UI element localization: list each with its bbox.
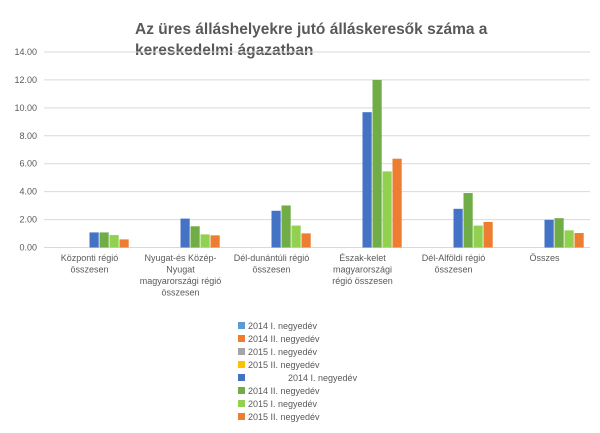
bar: [554, 218, 564, 248]
y-tick-label: 10.00: [14, 103, 37, 113]
bar: [392, 158, 402, 248]
legend-item: 2014 I. negyedév: [238, 319, 357, 332]
legend-swatch: [238, 400, 245, 407]
x-category-label: összesen: [70, 265, 108, 275]
y-tick-label: 14.00: [14, 47, 37, 57]
legend-label: 2014 I. negyedév: [248, 320, 318, 331]
legend-item: 2015 II. negyedév: [238, 358, 357, 371]
bar: [180, 218, 190, 248]
y-tick-label: 4.00: [19, 187, 37, 197]
legend-item: 2015 I. negyedév: [238, 397, 357, 410]
y-tick-label: 0.00: [19, 243, 37, 253]
legend-swatch: [238, 387, 245, 394]
legend-swatch: [238, 335, 245, 342]
legend-item: 2014 II. negyedév: [238, 384, 357, 397]
x-category-label: Központi régió: [61, 253, 119, 263]
x-category-label: Dél-Alföldi régió: [422, 253, 486, 263]
bar: [372, 79, 382, 248]
legend-label: 2015 I. negyedév: [248, 398, 318, 409]
legend-swatch: [238, 348, 245, 355]
legend-item: 2014 I. negyedév: [238, 371, 357, 384]
x-category-label: Nyugat: [166, 265, 195, 275]
bar: [281, 205, 291, 248]
legend-label: 2014 I. negyedév: [248, 372, 358, 383]
chart-title: Az üres álláshelyekre jutó álláskeresők …: [135, 21, 488, 59]
bar: [271, 210, 281, 248]
legend-label: 2014 II. negyedév: [248, 333, 320, 344]
bar: [453, 208, 463, 248]
legend-item: 2015 II. negyedév: [238, 410, 357, 423]
bar: [473, 225, 483, 248]
bar: [210, 235, 220, 248]
bar: [99, 232, 109, 248]
legend-label: 2015 II. negyedév: [248, 411, 320, 422]
bar: [190, 226, 200, 248]
legend-label: 2015 I. negyedév: [248, 346, 318, 357]
x-category-label: Nyugat-és Közép-: [144, 253, 216, 263]
y-tick-label: 2.00: [19, 215, 37, 225]
bar: [301, 233, 311, 248]
legend-label: 2014 II. negyedév: [248, 385, 320, 396]
x-category-label: Összes: [529, 253, 560, 263]
bar: [483, 221, 493, 248]
bar: [362, 112, 372, 248]
x-category-label: összesen: [252, 265, 290, 275]
x-category-label: régió összesen: [332, 276, 393, 286]
y-tick-label: 6.00: [19, 159, 37, 169]
bar: [382, 171, 392, 248]
bar: [89, 232, 99, 248]
bar: [119, 239, 129, 248]
x-category-label: Dél-dunántúli régió: [234, 253, 310, 263]
legend-item: 2015 I. negyedév: [238, 345, 357, 358]
legend-item: 2014 II. negyedév: [238, 332, 357, 345]
x-category-label: magyarországi: [333, 265, 392, 275]
bar: [109, 235, 119, 248]
y-tick-label: 12.00: [14, 75, 37, 85]
x-category-label: Észak-kelet: [339, 253, 386, 263]
bar: [574, 232, 584, 248]
x-category-label: magyarországi régió: [140, 276, 222, 286]
bar: [291, 225, 301, 248]
bar: [564, 230, 574, 248]
legend-swatch: [238, 374, 245, 381]
legend-label: 2015 II. negyedév: [248, 359, 320, 370]
x-category-label: összesen: [434, 265, 472, 275]
bar: [544, 219, 554, 248]
legend-swatch: [238, 413, 245, 420]
legend-swatch: [238, 322, 245, 329]
bar: [200, 234, 210, 248]
legend: 2014 I. negyedév 2014 II. negyedév 2015 I.…: [238, 319, 357, 423]
x-category-label: összesen: [161, 288, 199, 298]
bar: [463, 193, 473, 248]
legend-swatch: [238, 361, 245, 368]
y-tick-label: 8.00: [19, 131, 37, 141]
